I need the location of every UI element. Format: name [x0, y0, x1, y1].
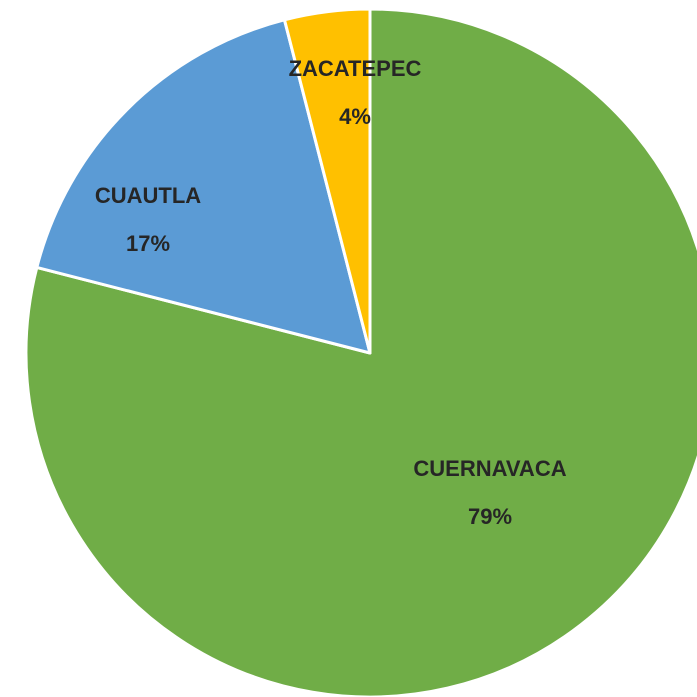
slice-label: CUAUTLA: [95, 183, 201, 208]
slice-label: CUERNAVACA: [413, 456, 566, 481]
pie-slice: [35, 18, 372, 355]
slice-value-label: 4%: [339, 104, 371, 129]
slice-value-label: 17%: [126, 231, 170, 256]
slice-label: ZACATEPEC: [289, 56, 422, 81]
pie-slice: [24, 7, 697, 697]
slice-value-label: 79%: [468, 504, 512, 529]
pie-slice: [282, 7, 372, 355]
